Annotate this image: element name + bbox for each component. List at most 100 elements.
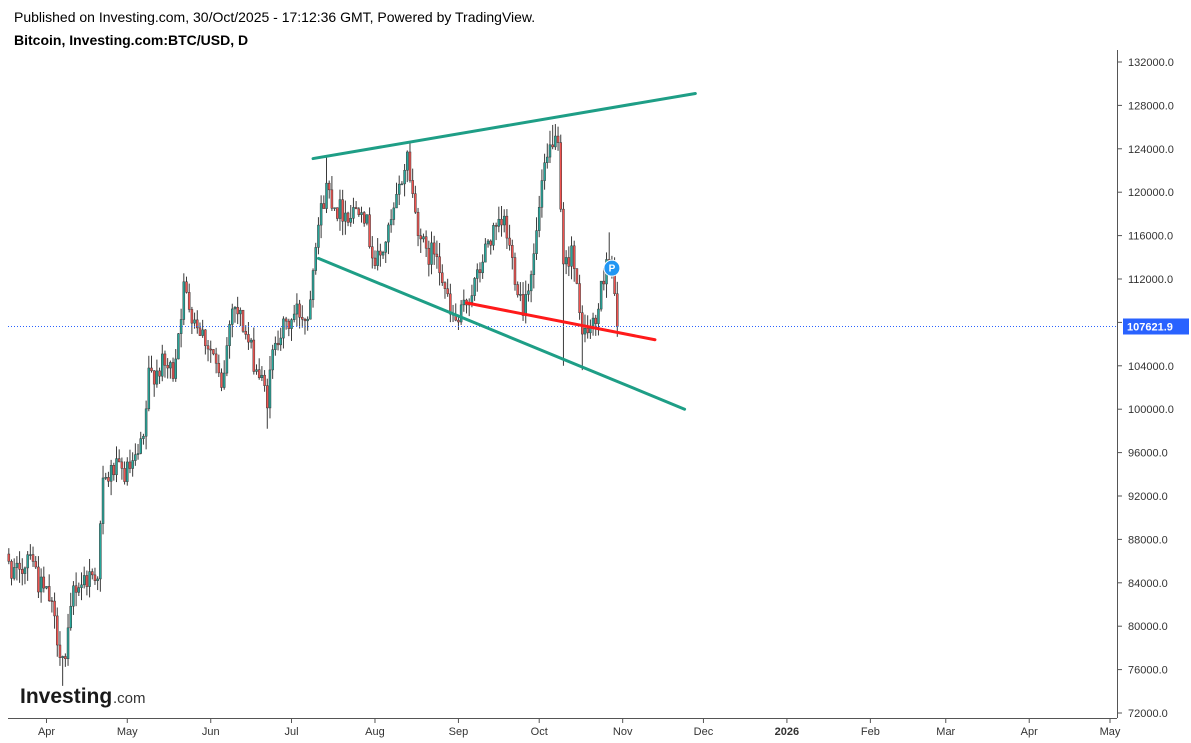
candle-body bbox=[341, 199, 344, 222]
candle bbox=[529, 270, 533, 303]
candle bbox=[66, 613, 70, 666]
candle-body bbox=[354, 207, 358, 210]
candle-body bbox=[158, 370, 161, 377]
candle bbox=[198, 322, 202, 336]
candle bbox=[252, 327, 256, 375]
candle bbox=[53, 592, 56, 629]
candle bbox=[244, 325, 247, 340]
candle-body bbox=[352, 207, 355, 219]
candle-body bbox=[171, 362, 175, 379]
candle bbox=[400, 181, 404, 186]
candle bbox=[206, 340, 210, 362]
candle-body bbox=[344, 212, 347, 222]
candle-body bbox=[414, 193, 417, 213]
candle bbox=[406, 150, 409, 183]
candle-body bbox=[31, 554, 35, 562]
candle-body bbox=[362, 212, 366, 224]
candle bbox=[327, 180, 331, 199]
candle bbox=[408, 143, 412, 183]
candle bbox=[282, 316, 285, 349]
trendline-lower-support bbox=[316, 256, 687, 411]
p-marker[interactable]: P bbox=[603, 259, 621, 277]
x-tick-label: May bbox=[1100, 726, 1121, 738]
candle bbox=[117, 449, 121, 463]
candle bbox=[152, 370, 156, 397]
candle-body bbox=[287, 320, 291, 329]
candle-body bbox=[403, 169, 406, 185]
candle-body bbox=[139, 438, 142, 454]
candle bbox=[18, 551, 21, 583]
candle bbox=[136, 443, 140, 460]
candle bbox=[511, 239, 514, 270]
candle-body bbox=[602, 280, 606, 285]
candle-body bbox=[295, 303, 299, 315]
candle bbox=[395, 182, 398, 209]
candle-body bbox=[255, 369, 258, 372]
candle bbox=[459, 300, 463, 325]
candle-body bbox=[260, 374, 264, 379]
candle bbox=[373, 250, 377, 270]
candle bbox=[96, 576, 99, 591]
candle-body bbox=[301, 317, 304, 320]
candle bbox=[371, 236, 374, 269]
time-axis[interactable]: Apr May Jun Jul Aug Sep Oct Nov Dec 2026 Feb Mar Apr… bbox=[8, 718, 1121, 738]
candle-body bbox=[516, 284, 519, 296]
candle bbox=[190, 306, 194, 335]
candle-body bbox=[85, 575, 89, 587]
candle-body bbox=[408, 151, 412, 181]
y-tick-label: 124000.0 bbox=[1128, 144, 1174, 156]
candle-body bbox=[322, 203, 326, 209]
price-axis[interactable]: 132000.0 128000.0 124000.0 120000.0 116000.0… bbox=[1117, 50, 1174, 720]
candle bbox=[502, 209, 506, 233]
candle bbox=[298, 299, 301, 329]
published-caption: Published on Investing.com, 30/Oct/2025 … bbox=[14, 9, 536, 25]
x-tick-label: Mar bbox=[936, 726, 955, 738]
y-tick-label: 96000.0 bbox=[1128, 448, 1168, 460]
candle bbox=[432, 235, 436, 265]
candle-body bbox=[45, 586, 48, 589]
candle bbox=[594, 314, 598, 336]
candle-body bbox=[66, 627, 70, 660]
candle-body bbox=[527, 290, 530, 295]
x-tick-label: Apr bbox=[1021, 726, 1038, 738]
candle bbox=[387, 222, 390, 255]
candle bbox=[556, 126, 560, 151]
candle-body bbox=[249, 339, 253, 343]
candle-body bbox=[47, 586, 51, 601]
candle bbox=[392, 202, 396, 226]
candle-body bbox=[131, 460, 134, 469]
candle-body bbox=[292, 313, 296, 320]
candle bbox=[562, 202, 565, 366]
candle bbox=[155, 359, 159, 388]
candle-body bbox=[389, 219, 393, 226]
candle-body bbox=[438, 256, 441, 274]
candle-body bbox=[279, 337, 282, 346]
candle-body bbox=[583, 328, 587, 335]
candle-body bbox=[381, 252, 385, 256]
candle-body bbox=[535, 230, 538, 254]
candle bbox=[311, 268, 315, 308]
candle bbox=[527, 283, 530, 302]
candle bbox=[80, 572, 83, 601]
candle bbox=[362, 211, 366, 227]
candle-body bbox=[446, 288, 449, 295]
candle bbox=[424, 230, 428, 257]
candle-body bbox=[74, 585, 78, 593]
trendlines[interactable] bbox=[311, 91, 697, 411]
candle-body bbox=[190, 309, 194, 324]
candle-body bbox=[29, 554, 32, 556]
candle bbox=[616, 281, 619, 337]
candle bbox=[147, 355, 151, 412]
candle-body bbox=[554, 135, 557, 148]
candle bbox=[597, 303, 600, 336]
candle-body bbox=[548, 144, 552, 158]
candle-body bbox=[476, 269, 479, 279]
candle-body bbox=[163, 353, 167, 366]
candle bbox=[249, 337, 253, 349]
candle bbox=[325, 157, 328, 214]
candle bbox=[7, 548, 11, 565]
candle-body bbox=[56, 615, 59, 646]
candle-body bbox=[142, 435, 145, 439]
candle-body bbox=[500, 218, 503, 226]
